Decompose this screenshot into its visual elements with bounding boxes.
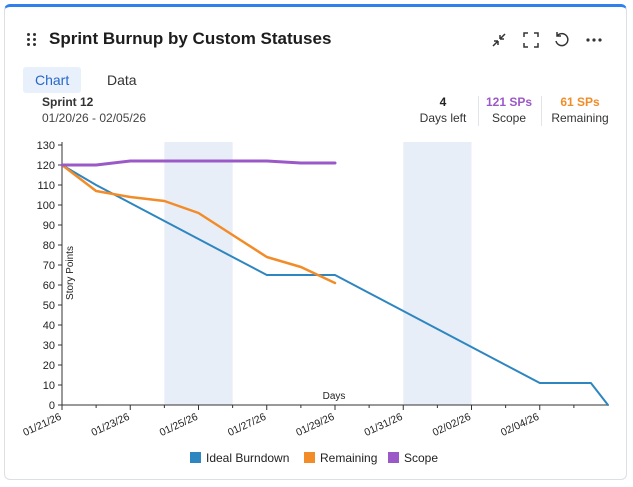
- more-options-icon[interactable]: [584, 30, 604, 50]
- refresh-icon[interactable]: [552, 30, 572, 50]
- collapse-icon[interactable]: [489, 30, 509, 50]
- remaining-label: Remaining: [551, 111, 609, 125]
- scope-label: Scope: [491, 111, 527, 125]
- tab-chart[interactable]: Chart: [23, 67, 82, 93]
- sprint-name: Sprint 12: [42, 95, 94, 109]
- widget-header: Sprint Burnup by Custom Statuses: [5, 7, 626, 63]
- stat-days-left: 4 Days left: [413, 95, 473, 125]
- stat-remaining: 61 SPs Remaining: [546, 95, 614, 125]
- scope-value: 121 SPs: [485, 95, 533, 109]
- days-left-value: 4: [439, 95, 447, 109]
- drag-handle-icon[interactable]: [27, 33, 39, 47]
- widget-title: Sprint Burnup by Custom Statuses: [49, 29, 332, 48]
- fullscreen-icon[interactable]: [521, 30, 541, 50]
- sprint-dates: 01/20/26 - 02/05/26: [42, 111, 147, 125]
- stat-divider: [541, 96, 542, 126]
- tab-data[interactable]: Data: [107, 72, 137, 88]
- stat-divider: [478, 96, 479, 126]
- remaining-value: 61 SPs: [560, 95, 600, 109]
- stat-scope: 121 SPs Scope: [480, 95, 538, 125]
- widget-card: Sprint Burnup by Custom Statuses Chart D…: [4, 4, 627, 480]
- days-left-label: Days left: [419, 111, 467, 125]
